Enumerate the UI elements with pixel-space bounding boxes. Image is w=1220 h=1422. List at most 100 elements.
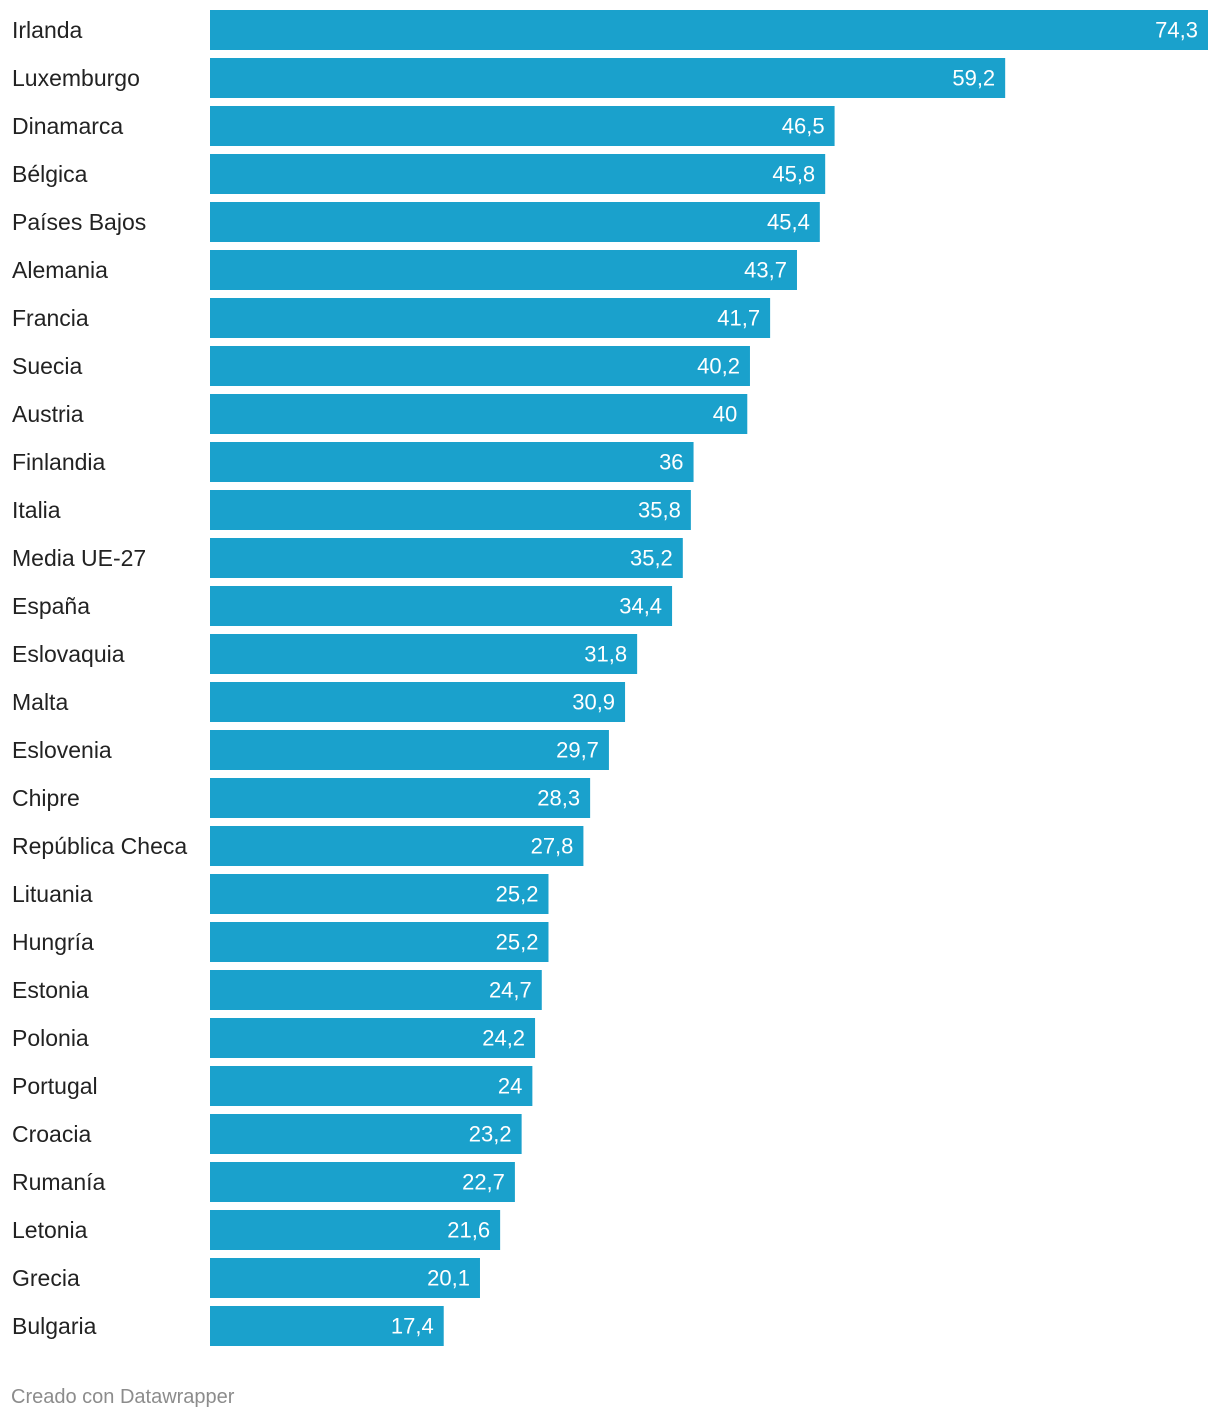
category-label: Chipre <box>12 785 80 811</box>
bar <box>210 634 638 674</box>
bar <box>210 874 549 914</box>
bar-row: Francia 41,7 <box>12 298 771 338</box>
bar-row: Luxemburgo 59,2 <box>12 58 1006 98</box>
value-label: 35,8 <box>638 498 681 523</box>
bar-row: Suecia 40,2 <box>12 346 750 386</box>
bar-row: Bulgaria 17,4 <box>12 1306 444 1346</box>
category-label: Media UE-27 <box>12 545 146 571</box>
bar-row: Polonia 24,2 <box>12 1018 536 1058</box>
bar <box>210 970 542 1010</box>
bar-row: Media UE-27 35,2 <box>12 538 683 578</box>
bar-row: Eslovenia 29,7 <box>12 730 609 770</box>
bar-row: Grecia 20,1 <box>12 1258 480 1298</box>
value-label: 27,8 <box>531 834 574 859</box>
bar <box>210 346 750 386</box>
bar <box>210 586 673 626</box>
bar <box>210 1066 533 1106</box>
bar <box>210 10 1208 50</box>
category-label: Alemania <box>12 257 108 283</box>
value-label: 40 <box>713 402 737 427</box>
value-label: 31,8 <box>584 642 627 667</box>
category-label: Eslovenia <box>12 737 112 763</box>
bar <box>210 394 748 434</box>
value-label: 45,4 <box>767 210 810 235</box>
bar <box>210 1258 480 1298</box>
bar <box>210 730 609 770</box>
value-label: 25,2 <box>496 930 539 955</box>
value-label: 43,7 <box>744 258 787 283</box>
bar-row: Croacia 23,2 <box>12 1114 522 1154</box>
bar-row: Chipre 28,3 <box>12 778 591 818</box>
bar <box>210 778 591 818</box>
value-label: 21,6 <box>447 1218 490 1243</box>
value-label: 23,2 <box>469 1122 512 1147</box>
value-label: 41,7 <box>717 306 760 331</box>
bar <box>210 538 683 578</box>
credit-text: Creado con Datawrapper <box>11 1386 235 1408</box>
bar-row: Finlandia 36 <box>12 442 694 482</box>
bar <box>210 250 797 290</box>
bar-row: Estonia 24,7 <box>12 970 542 1010</box>
category-label: Portugal <box>12 1073 98 1099</box>
value-label: 35,2 <box>630 546 673 571</box>
bar <box>210 1162 515 1202</box>
bar-row: Alemania 43,7 <box>12 250 797 290</box>
value-label: 74,3 <box>1155 18 1198 43</box>
value-label: 28,3 <box>537 786 580 811</box>
category-label: Dinamarca <box>12 113 123 139</box>
value-label: 20,1 <box>427 1266 470 1291</box>
value-label: 45,8 <box>772 162 815 187</box>
bar-row: Letonia 21,6 <box>12 1210 501 1250</box>
category-label: Italia <box>12 497 61 523</box>
bar-row: Italia 35,8 <box>12 490 691 530</box>
category-label: Irlanda <box>12 17 83 43</box>
bar <box>210 442 694 482</box>
category-label: Estonia <box>12 977 89 1003</box>
value-label: 24,7 <box>489 978 532 1003</box>
value-label: 17,4 <box>391 1314 434 1339</box>
bar <box>210 202 820 242</box>
value-label: 40,2 <box>697 354 740 379</box>
bar-row: Dinamarca 46,5 <box>12 106 835 146</box>
category-label: Bulgaria <box>12 1313 97 1339</box>
category-label: Bélgica <box>12 161 88 187</box>
value-label: 46,5 <box>782 114 825 139</box>
category-label: Eslovaquia <box>12 641 125 667</box>
bar-row: Austria 40 <box>12 394 748 434</box>
bar-row: Portugal 24 <box>12 1066 533 1106</box>
category-label: España <box>12 593 90 619</box>
bar-row: Malta 30,9 <box>12 682 626 722</box>
bar <box>210 922 549 962</box>
bar <box>210 826 584 866</box>
bar-row: República Checa 27,8 <box>12 826 584 866</box>
bar-row: Hungría 25,2 <box>12 922 549 962</box>
category-label: Grecia <box>12 1265 80 1291</box>
bar <box>210 682 626 722</box>
category-label: Suecia <box>12 353 83 379</box>
value-label: 29,7 <box>556 738 599 763</box>
value-label: 24,2 <box>482 1026 525 1051</box>
bar <box>210 1306 444 1346</box>
value-label: 22,7 <box>462 1170 505 1195</box>
bar-row: Bélgica 45,8 <box>12 154 826 194</box>
bar <box>210 58 1006 98</box>
value-label: 34,4 <box>619 594 662 619</box>
value-label: 59,2 <box>952 66 995 91</box>
value-label: 36 <box>659 450 683 475</box>
category-label: Finlandia <box>12 449 106 475</box>
bar-row: Rumanía 22,7 <box>12 1162 515 1202</box>
category-label: Luxemburgo <box>12 65 140 91</box>
category-label: República Checa <box>12 833 187 859</box>
bar-row: España 34,4 <box>12 586 673 626</box>
category-label: Austria <box>12 401 84 427</box>
bar <box>210 154 826 194</box>
bar <box>210 298 771 338</box>
category-label: Croacia <box>12 1121 91 1147</box>
category-label: Francia <box>12 305 89 331</box>
bar-row: Lituania 25,2 <box>12 874 549 914</box>
value-label: 30,9 <box>572 690 615 715</box>
value-label: 25,2 <box>496 882 539 907</box>
category-label: Letonia <box>12 1217 88 1243</box>
bar-chart: Irlanda 74,3 Luxemburgo 59,2 Dinamarca 46,5 Bé… <box>12 10 1208 1346</box>
category-label: Malta <box>12 689 68 715</box>
